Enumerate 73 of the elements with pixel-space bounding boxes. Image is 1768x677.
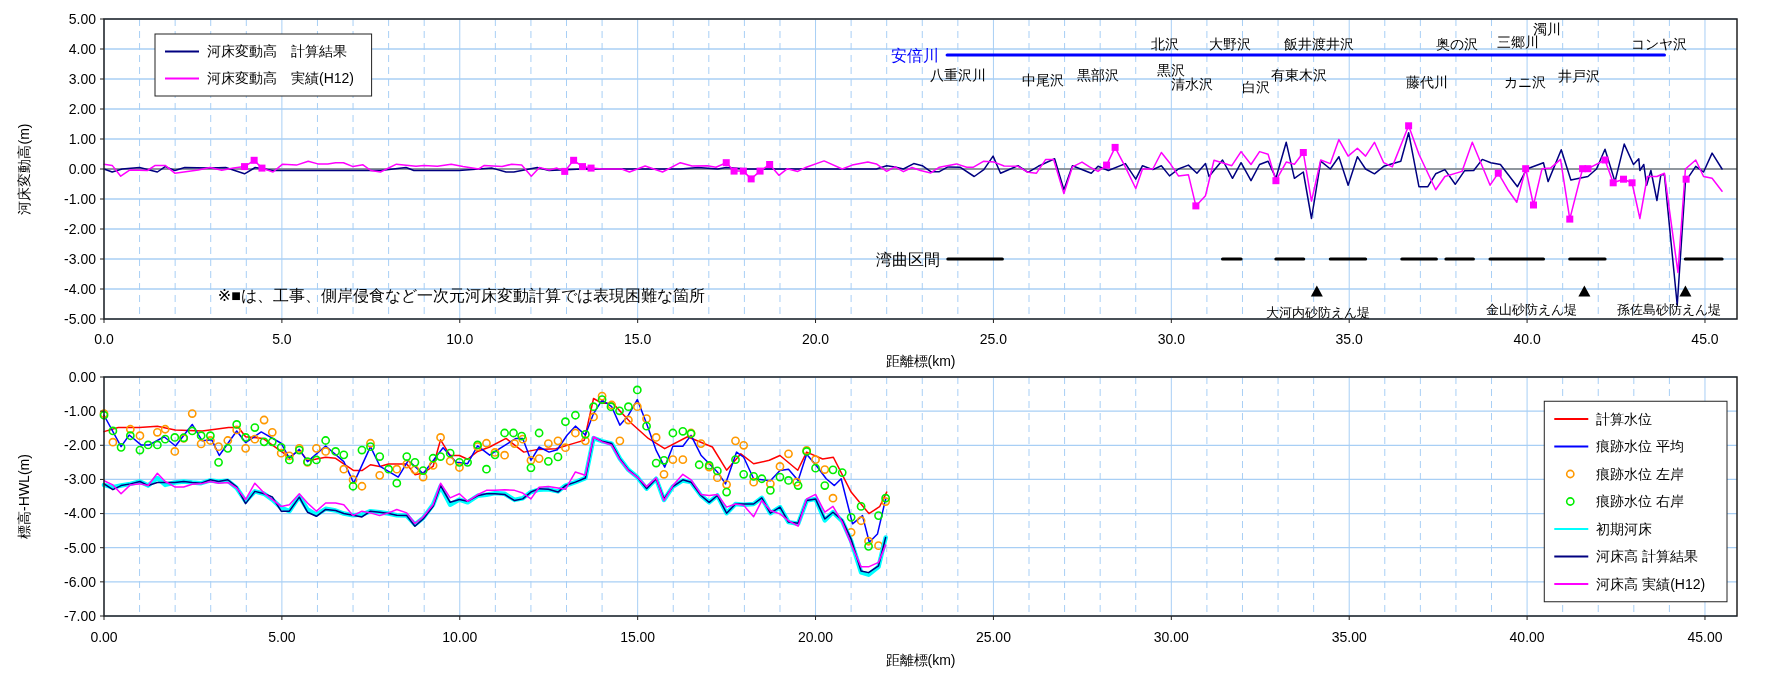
x-tick-label: 0.00 (90, 628, 118, 645)
annotation: 大河内砂防えん堤 (1265, 306, 1370, 321)
legend-label: 痕跡水位 平均 (1596, 438, 1685, 455)
y-tick-label: -3.00 (64, 250, 97, 267)
x-tick-label: 5.00 (268, 628, 296, 645)
legend-label: 痕跡水位 左岸 (1596, 465, 1685, 482)
x-tick-label: 15.0 (624, 330, 652, 347)
x-tick-label: 0.0 (94, 330, 114, 347)
annotation: 白沢 (1242, 79, 1271, 96)
annotation: コンヤ沢 (1631, 35, 1688, 52)
y-tick-label: 3.00 (68, 70, 97, 87)
x-tick-label: 15.00 (620, 628, 656, 645)
y-tick-label: -4.00 (64, 505, 97, 522)
y-tick-label: -2.00 (64, 437, 97, 454)
x-tick-label: 25.00 (975, 628, 1012, 645)
y-tick-label: 2.00 (68, 100, 97, 117)
annotation: 清水沢 (1170, 76, 1213, 92)
annotation: 井戸沢 (1558, 68, 1601, 85)
y-tick-label: -6.00 (64, 573, 97, 590)
legend-label: 河床高 計算結果 (1596, 548, 1699, 565)
y-tick-label: -5.00 (64, 310, 97, 327)
y-tick-label: -1.00 (64, 190, 97, 207)
y-tick-label: -3.00 (64, 471, 97, 488)
x-tick-label: 20.00 (798, 628, 834, 645)
x-tick-label: 30.00 (1153, 628, 1190, 645)
x-tick-label: 30.0 (1157, 330, 1186, 347)
y-tick-label: -7.00 (64, 607, 97, 624)
annotation: 奥の沢 (1436, 35, 1479, 52)
x-tick-label: 5.0 (272, 330, 292, 347)
x-axis-title: 距離標(km) (885, 651, 956, 668)
legend-label: 河床変動高 計算結果 (207, 43, 347, 60)
x-tick-label: 35.0 (1335, 330, 1364, 347)
annotation: 北沢 (1150, 35, 1179, 52)
x-tick-label: 10.0 (446, 330, 474, 347)
annotation: ※■は、工事、側岸侵食など一次元河床変動計算では表現困難な箇所 (217, 286, 705, 304)
series-label: 安倍川 (891, 46, 940, 64)
y-tick-label: 1.00 (68, 130, 97, 147)
annotation: 大野沢 (1209, 35, 1252, 52)
x-tick-label: 35.00 (1331, 628, 1367, 645)
y-tick-label: 0.00 (68, 160, 97, 177)
x-tick-label: 20.0 (801, 330, 830, 347)
annotation: 飯井渡井沢 (1283, 35, 1354, 52)
annotation: 有東木沢 (1270, 67, 1327, 84)
y-tick-label: -1.00 (64, 403, 97, 420)
x-tick-label: 10.00 (442, 628, 478, 645)
y-tick-label: -4.00 (64, 280, 97, 297)
annotation: 黒沢 (1157, 62, 1186, 79)
y-tick-label: -5.00 (64, 539, 97, 556)
y-axis-title: 河床変動高(m) (15, 123, 32, 215)
annotation: 藤代川 (1406, 74, 1449, 91)
x-axis-title: 距離標(km) (885, 352, 956, 369)
legend-label: 初期河床 (1596, 520, 1653, 537)
legend-label: 河床高 実績(H12) (1596, 575, 1706, 592)
series-label: 湾曲区間 (875, 250, 940, 268)
legend-label: 痕跡水位 右岸 (1596, 493, 1685, 510)
x-tick-label: 25.0 (979, 330, 1008, 347)
annotation: 孫佐島砂防えん堤 (1617, 303, 1722, 318)
y-axis-title: 標高-HWL(m) (15, 454, 32, 539)
x-tick-label: 40.00 (1509, 628, 1545, 645)
annotation: 黒部沢 (1077, 67, 1120, 84)
legend-label: 河床変動高 実績(H12) (207, 70, 355, 87)
annotation: カニ沢 (1503, 74, 1546, 91)
annotation: 八重沢川 (930, 67, 987, 84)
annotation: 金山砂防えん堤 (1486, 303, 1578, 318)
legend-label: 計算水位 (1596, 410, 1653, 427)
x-tick-label: 45.0 (1691, 330, 1719, 347)
y-tick-label: -2.00 (64, 220, 97, 237)
y-tick-label: 5.00 (68, 10, 97, 27)
y-tick-label: 4.00 (68, 40, 97, 57)
x-tick-label: 45.00 (1687, 628, 1723, 645)
y-tick-label: 0.00 (68, 368, 97, 385)
x-tick-label: 40.0 (1513, 330, 1541, 347)
annotation: 中尾沢 (1021, 72, 1064, 89)
